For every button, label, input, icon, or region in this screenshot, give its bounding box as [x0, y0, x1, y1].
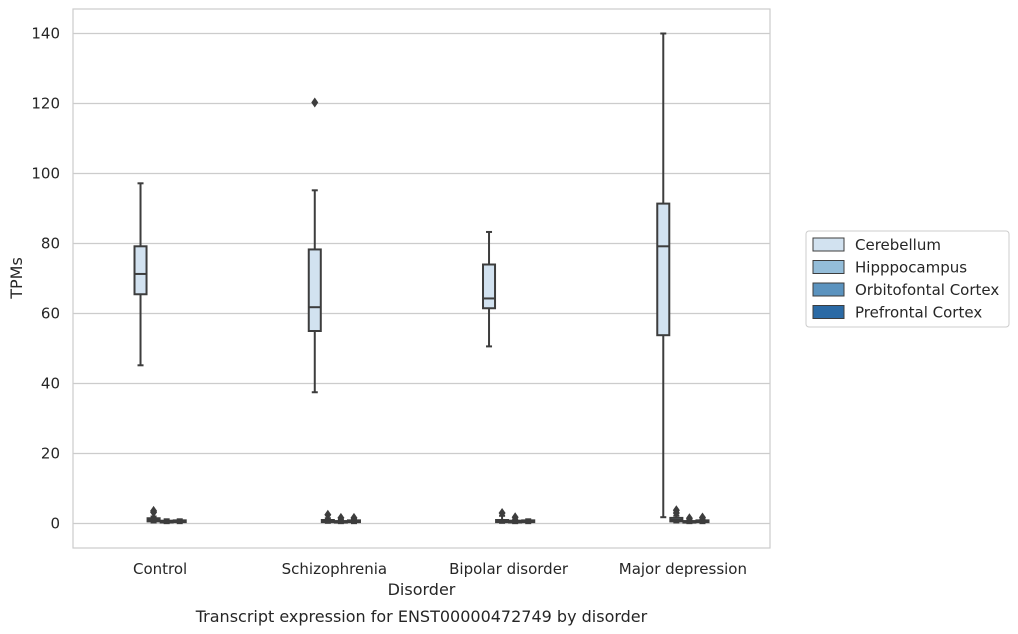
outlier-point [324, 509, 332, 520]
x-tick-label: Control [133, 560, 187, 578]
box-3-1 [346, 512, 361, 525]
y-tick-label: 40 [41, 375, 60, 393]
box-iqr [133, 245, 148, 296]
box-1-2 [495, 508, 510, 524]
legend-swatch [812, 237, 845, 252]
outlier-point [311, 97, 319, 108]
outlier-point [337, 512, 345, 523]
y-tick-label: 0 [50, 515, 60, 533]
boxes [133, 32, 710, 525]
legend-label: Orbitofontal Cortex [855, 281, 999, 299]
legend: Cerebellum Hipppocampus Orbitofontal Corte… [805, 230, 1010, 328]
box-0-0 [133, 182, 148, 367]
box-1-1 [320, 509, 335, 524]
box-0-3 [656, 32, 671, 519]
box-2-0 [159, 518, 174, 525]
box-0-1 [307, 97, 322, 394]
legend-label: Hipppocampus [855, 259, 967, 277]
box-2-2 [508, 512, 523, 525]
x-tick-label: Schizophrenia [282, 560, 387, 578]
outlier-point [498, 508, 506, 518]
legend-swatch [812, 260, 845, 274]
y-tick-label: 100 [31, 165, 60, 183]
box-0-2 [482, 230, 497, 348]
x-axis-title: Disorder [388, 580, 456, 599]
box-3-3 [695, 512, 710, 525]
grid-lines [73, 32, 770, 525]
y-tick-label: 60 [41, 305, 60, 323]
outlier-point [672, 505, 680, 516]
legend-label: Prefrontal Cortex [855, 304, 982, 322]
legend-swatch [812, 282, 845, 297]
y-tick-label: 80 [41, 235, 60, 253]
box-1-3 [669, 505, 684, 524]
y-tick-label: 120 [31, 95, 60, 113]
legend-label: Cerebellum [855, 236, 941, 254]
box-2-3 [682, 513, 697, 525]
x-tick-labels: Control Schizophrenia Bipolar disorder Majo… [133, 560, 747, 578]
outlier-point [511, 512, 519, 523]
outlier-point [150, 505, 158, 516]
y-tick-labels: 0 20 40 60 80 100 120 140 [31, 25, 60, 533]
outlier-point [698, 512, 706, 523]
box-iqr [656, 202, 671, 337]
box-3-0 [172, 518, 187, 525]
box-iqr [307, 248, 322, 332]
outlier-point [350, 512, 358, 523]
y-axis-title: TPMs [7, 257, 26, 300]
box-iqr [482, 263, 497, 310]
box-1-0 [146, 505, 161, 524]
legend-frame [805, 230, 1010, 328]
y-tick-label: 20 [41, 445, 60, 463]
outlier-point [685, 513, 693, 524]
plot-area-frame [72, 8, 771, 549]
x-tick-label: Major depression [619, 560, 747, 578]
x-tick-label: Bipolar disorder [449, 560, 569, 578]
y-tick-label: 140 [31, 25, 60, 43]
chart-caption: Transcript expression for ENST0000047274… [195, 607, 648, 626]
box-3-2 [521, 518, 536, 525]
box-2-1 [333, 512, 348, 525]
legend-swatch [812, 305, 845, 319]
